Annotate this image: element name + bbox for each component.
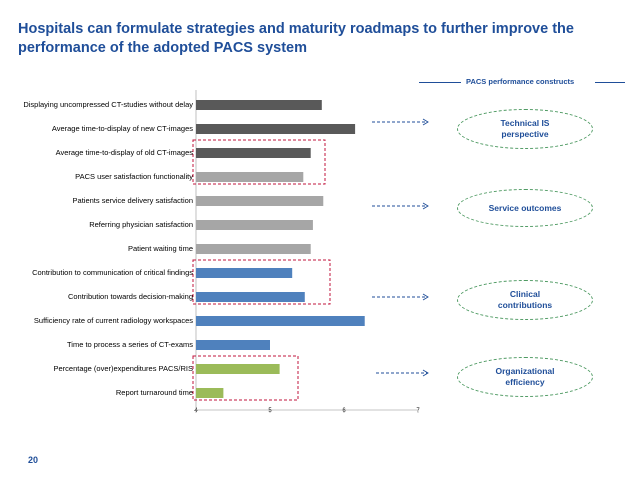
highlight-box-technical [192, 139, 326, 185]
bar [196, 292, 305, 302]
construct-organizational-efficiency: Organizational efficiency [457, 357, 593, 397]
header-rule-right [595, 82, 625, 83]
bar [196, 196, 324, 206]
bar [196, 124, 356, 134]
construct-label: Clinical contributions [497, 289, 553, 310]
bar [196, 388, 224, 398]
highlight-box-clinical [192, 259, 331, 305]
category-label: Contribution towards decision-making [67, 292, 193, 301]
constructs-header: PACS performance constructs [466, 77, 575, 86]
construct-label: Technical IS perspective [500, 118, 550, 139]
page-title: Hospitals can formulate strategies and m… [18, 21, 574, 56]
category-label: Referring physician satisfaction [89, 220, 193, 229]
bar [196, 220, 313, 230]
bar [196, 148, 311, 158]
bar [196, 268, 293, 278]
construct-technical-is-perspective: Technical IS perspective [457, 109, 593, 149]
category-label: Contribution to communication of critica… [32, 268, 193, 277]
category-label: Average time-to-display of new CT-images [51, 124, 193, 133]
construct-label: Organizational efficiency [495, 366, 555, 387]
bar [196, 244, 311, 254]
category-label: Sufficiency rate of current radiology wo… [33, 316, 193, 325]
bar [196, 100, 322, 110]
category-label: Displaying uncompressed CT-studies witho… [23, 100, 193, 109]
arrow-service-head [422, 202, 429, 210]
category-label: Report turnaround time [115, 388, 193, 397]
category-label: Patient waiting time [127, 244, 193, 253]
construct-service-outcomes: Service outcomes [457, 189, 593, 227]
highlight-box-organizational [192, 355, 299, 401]
bar [196, 364, 280, 374]
construct-clinical-contributions: Clinical contributions [457, 280, 593, 320]
bar [196, 340, 270, 350]
bar [196, 172, 304, 182]
construct-label: Service outcomes [488, 202, 562, 213]
category-label: Percentage (over)expenditures PACS/RIS [53, 364, 193, 373]
page-number: 20 [28, 455, 39, 465]
arrow-organizational-head [422, 369, 429, 377]
arrow-clinical-head [422, 293, 429, 301]
bar [196, 316, 365, 326]
arrow-technical-head [422, 118, 429, 126]
header-rule-left [419, 82, 461, 83]
category-label: Time to process a series of CT-exams [66, 340, 193, 349]
category-label: PACS user satisfaction functionality [75, 172, 193, 181]
category-label: Patients service delivery satisfaction [72, 196, 193, 205]
category-label: Average time-to-display of old CT-images [55, 148, 193, 157]
